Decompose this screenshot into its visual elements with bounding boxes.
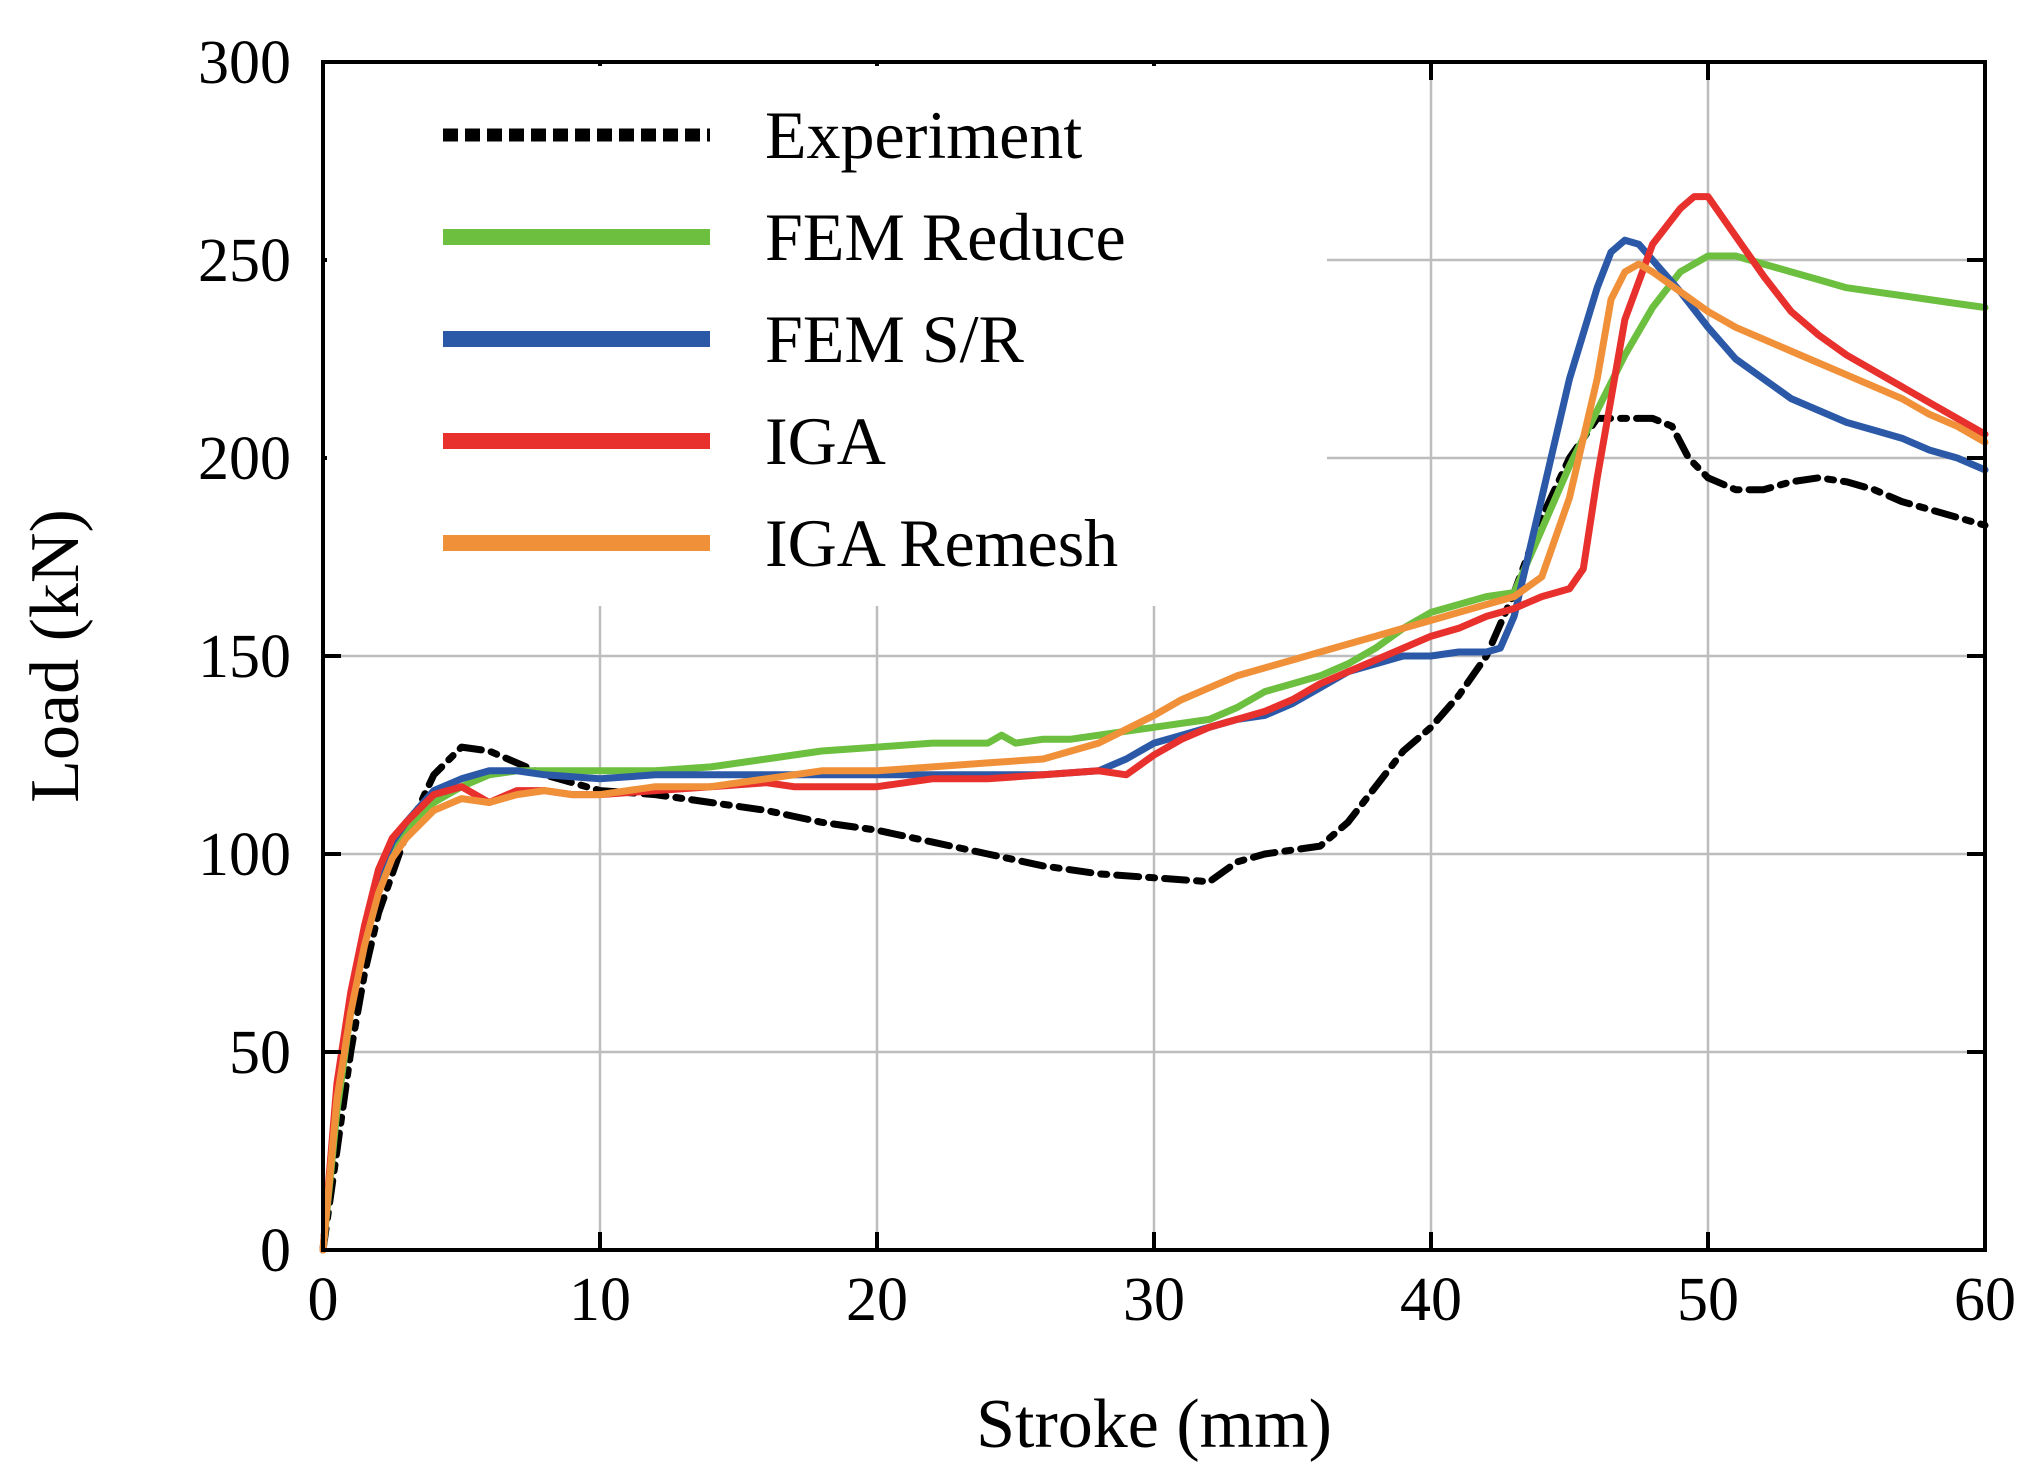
y-tick-label: 300 [198, 29, 291, 97]
y-tick-label: 150 [198, 623, 291, 691]
legend-label-fem-s-r: FEM S/R [765, 301, 1025, 377]
x-axis-title: Stroke (mm) [976, 1386, 1332, 1463]
y-tick-label: 50 [229, 1019, 291, 1087]
y-tick-label: 250 [198, 227, 291, 295]
series-line-iga-remesh [319, 260, 1989, 1254]
y-tick-label: 200 [198, 425, 291, 493]
x-tick-label: 20 [846, 1266, 908, 1334]
y-tick-label: 0 [260, 1217, 291, 1285]
x-tick-label: 0 [308, 1266, 339, 1334]
series-line-experiment [319, 414, 1989, 1254]
x-tick-label: 10 [569, 1266, 631, 1334]
x-tick-label: 50 [1677, 1266, 1739, 1334]
legend-label-fem-reduce: FEM Reduce [765, 199, 1126, 275]
series-line-fem-s-r [319, 236, 1989, 1254]
y-axis-title: Load (kN) [17, 509, 94, 803]
series-lines [319, 193, 1989, 1254]
legend-label-experiment: Experiment [765, 97, 1082, 173]
tick-labels: 0 10 20 30 40 50 60 0 50 100 150 200 250 300 [198, 29, 2016, 1334]
x-tick-label: 30 [1123, 1266, 1185, 1334]
y-tick-label: 100 [198, 821, 291, 889]
legend-label-iga-remesh: IGA Remesh [765, 505, 1118, 581]
legend: Experiment FEM Reduce FEM S/R IGA IGA Remesh [327, 66, 1327, 606]
x-tick-label: 40 [1400, 1266, 1462, 1334]
legend-label-iga: IGA [765, 403, 886, 479]
x-tick-label: 60 [1954, 1266, 2016, 1334]
